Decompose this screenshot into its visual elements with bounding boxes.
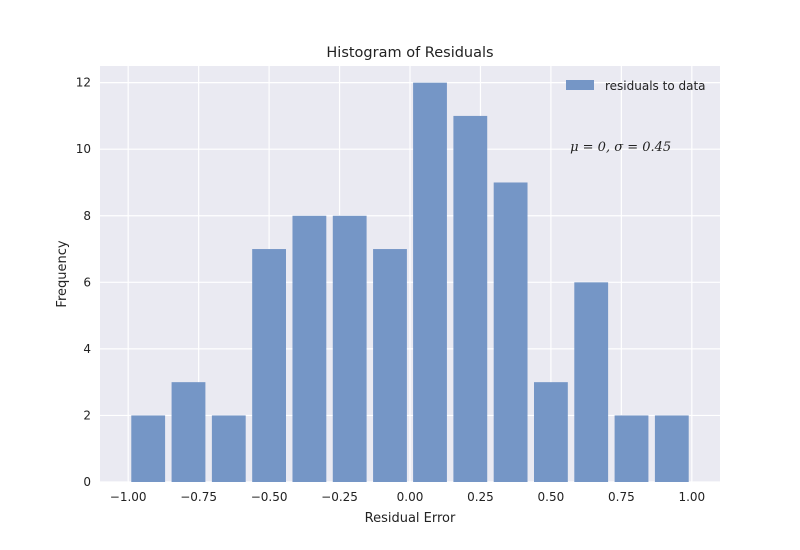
chart-title: Histogram of Residuals	[326, 45, 493, 61]
histogram-bar	[171, 382, 206, 482]
stats-annotation: μ = 0, σ = 0.45	[570, 140, 671, 155]
x-tick-label: 1.00	[678, 490, 705, 504]
y-axis-title: Frequency	[55, 240, 70, 307]
legend-label: residuals to data	[605, 79, 706, 93]
y-tick-label: 4	[83, 342, 91, 356]
y-tick-label: 6	[83, 275, 91, 289]
x-tick-label: 0.75	[608, 490, 635, 504]
bars	[131, 82, 689, 483]
histogram-bar	[373, 249, 407, 482]
y-tick-label: 12	[76, 76, 91, 90]
histogram-bar	[131, 415, 166, 482]
histogram-bar	[614, 415, 649, 482]
x-axis-title: Residual Error	[365, 511, 456, 526]
histogram-bar	[332, 215, 367, 482]
x-tick-label: 0.00	[397, 490, 424, 504]
x-tick-label: 0.25	[467, 490, 494, 504]
y-tick-label: 2	[83, 408, 91, 422]
x-tick-label: −0.50	[251, 490, 288, 504]
x-tick-label: −0.75	[180, 490, 217, 504]
histogram-bar	[493, 182, 528, 483]
x-tick-label: −1.00	[110, 490, 147, 504]
histogram-bar	[534, 382, 568, 482]
x-tick-label: −0.25	[321, 490, 358, 504]
histogram-bar	[252, 249, 286, 482]
histogram-bar	[211, 415, 246, 482]
x-tick-label: 0.50	[538, 490, 565, 504]
legend: residuals to data	[566, 79, 706, 93]
legend-swatch	[566, 80, 594, 90]
histogram-bar	[453, 115, 488, 483]
y-tick-label: 10	[76, 142, 91, 156]
histogram-bar	[292, 215, 327, 482]
x-axis-ticks: −1.00 −0.75 −0.50 −0.25 0.00 0.25 0.50 0.75 1.00	[110, 490, 705, 504]
y-tick-label: 0	[83, 475, 91, 489]
histogram-bar	[413, 82, 447, 482]
histogram-bar	[654, 415, 689, 482]
y-tick-label: 8	[83, 209, 91, 223]
y-axis-ticks: 0 2 4 6 8 10 12	[76, 76, 91, 489]
histogram-bar	[574, 282, 609, 482]
